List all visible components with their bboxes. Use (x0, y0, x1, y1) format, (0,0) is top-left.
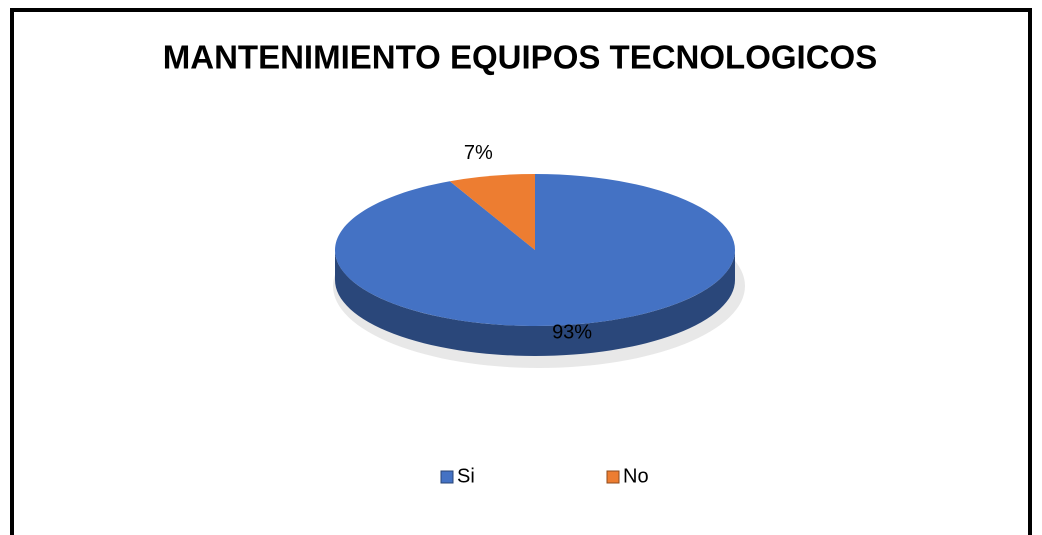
legend-label: No (623, 465, 649, 487)
legend-label: Si (457, 465, 475, 487)
data-label: 93% (552, 321, 592, 343)
chart-title: MANTENIMIENTO EQUIPOS TECNOLOGICOS (163, 39, 877, 76)
data-label: 7% (464, 142, 493, 164)
pie-slice (449, 174, 535, 250)
chart-frame (10, 8, 1032, 535)
legend-swatch (606, 470, 620, 484)
pie-slice (334, 174, 735, 326)
pie-side (335, 250, 735, 356)
legend-swatch (440, 470, 454, 484)
